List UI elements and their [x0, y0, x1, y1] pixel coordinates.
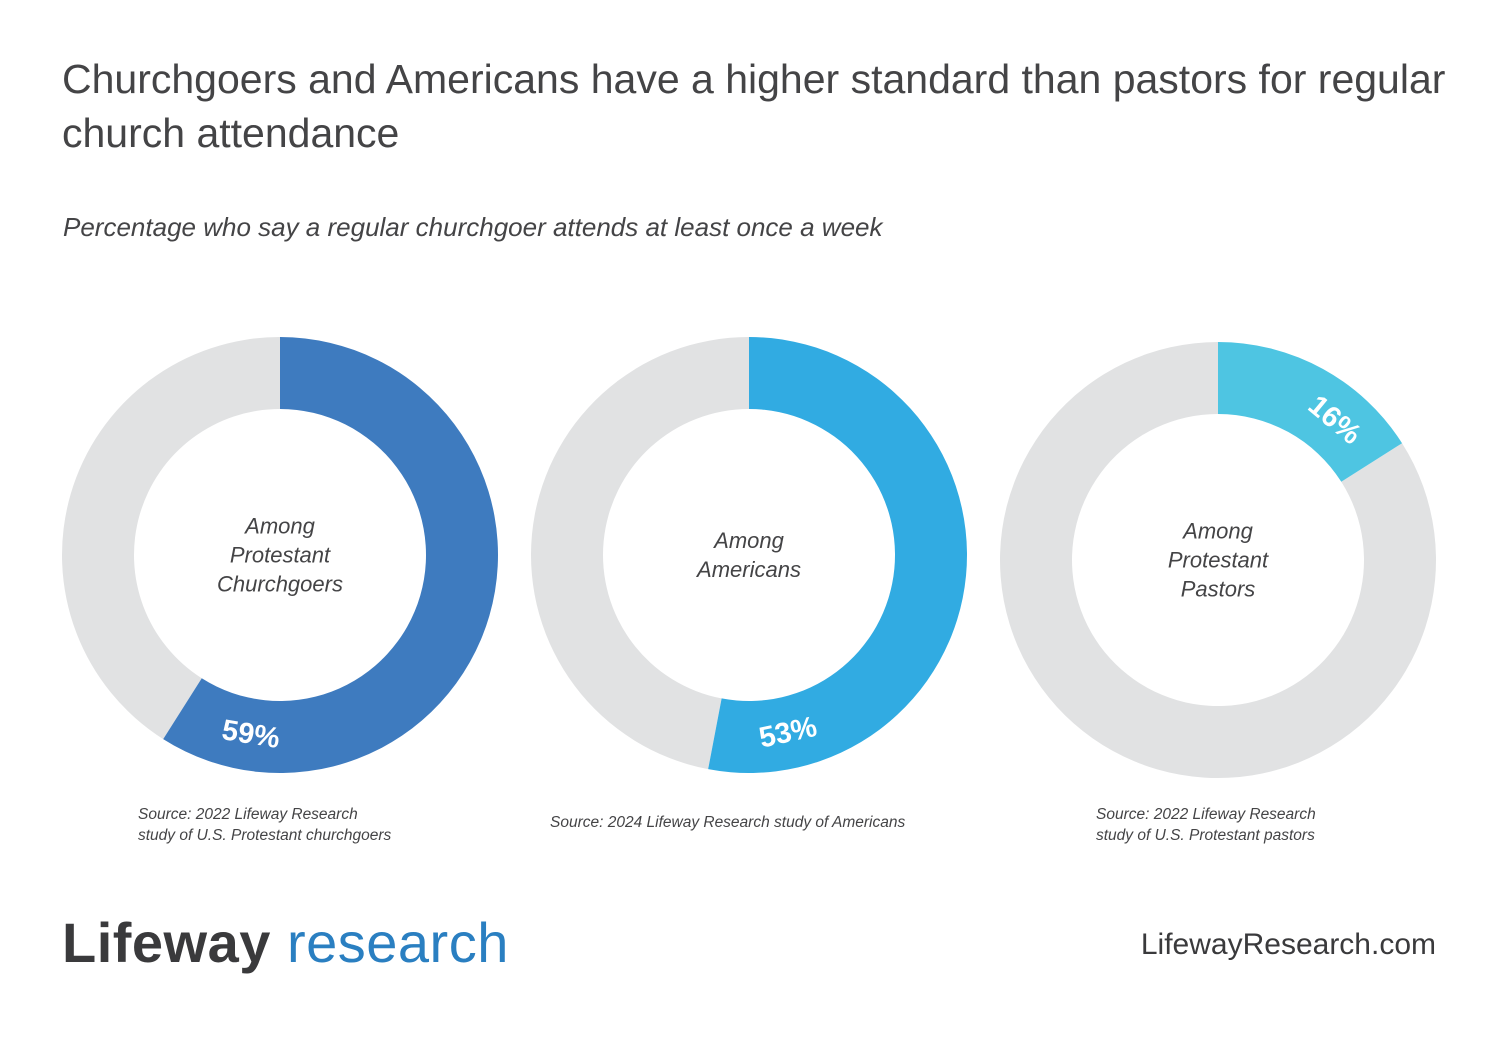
donut-center-label: Americans [695, 557, 801, 582]
donut-center-label: Protestant [230, 543, 331, 568]
source-note-1: Source: 2022 Lifeway Research study of U.… [138, 804, 391, 846]
source-line: study of U.S. Protestant pastors [1096, 827, 1315, 844]
donut-center-label: Churchgoers [217, 572, 343, 597]
logo-lifeway-text: Lifeway [62, 911, 271, 974]
donut-center-label: Among [1181, 519, 1253, 544]
donut-center-label: Among [712, 528, 784, 553]
chart-title: Churchgoers and Americans have a higher … [62, 56, 1446, 156]
donut-remainder-slice [62, 337, 281, 740]
source-line: Source: 2022 Lifeway Research [138, 806, 358, 823]
chart-subtitle: Percentage who say a regular churchgoer … [63, 212, 883, 242]
donut-center-label: Protestant [1168, 548, 1269, 573]
source-line: Source: 2022 Lifeway Research [1096, 806, 1316, 823]
donut-center-label: Among [243, 514, 315, 539]
source-note-2: Source: 2024 Lifeway Research study of A… [550, 812, 905, 833]
source-note-3: Source: 2022 Lifeway Research study of U.… [1096, 804, 1316, 846]
website-link[interactable]: LifewayResearch.com [1140, 928, 1436, 961]
donut-value-slice [163, 337, 499, 773]
source-line: study of U.S. Protestant churchgoers [138, 827, 392, 844]
donut-remainder-slice [531, 336, 749, 770]
donut-remainder-slice [999, 342, 1436, 778]
donut-value-slice [708, 337, 967, 774]
lifeway-research-logo: Lifeway research [62, 908, 509, 978]
donut-center-label: Pastors [1181, 577, 1256, 602]
logo-research-text: research [286, 911, 509, 974]
source-line: Source: 2024 Lifeway Research study of A… [550, 814, 906, 831]
donut-value-slice [1218, 342, 1403, 482]
